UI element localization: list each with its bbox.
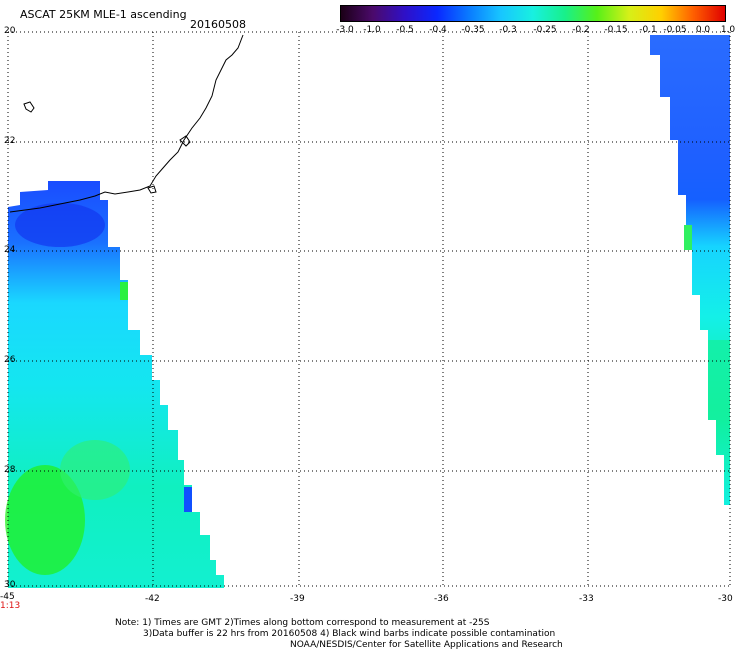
colorbar-label: -0.15 <box>604 25 628 35</box>
lon-label: -45 <box>0 592 15 602</box>
lon-label: -36 <box>434 594 449 604</box>
colorbar-label: -0.1 <box>639 25 657 35</box>
colorbar-label: 0.0 <box>695 25 711 35</box>
colorbar <box>340 5 726 22</box>
lat-label: 24 <box>4 245 16 255</box>
colorbar-labels: -3.0 -1.0 -0.5 -0.4 -0.35 -0.3 -0.25 -0.… <box>330 25 735 37</box>
colorbar-label: -0.2 <box>572 25 590 35</box>
lat-label: 26 <box>4 355 16 365</box>
map-date: 20160508 <box>190 18 246 31</box>
island <box>147 185 157 194</box>
green-cell <box>684 225 692 250</box>
colorbar-label: -3.0 <box>336 25 354 35</box>
green-patch <box>708 340 730 420</box>
colorbar-label: -1.0 <box>363 25 381 35</box>
lat-label: 20 <box>4 26 16 36</box>
green-patch <box>5 465 85 575</box>
green-cell <box>120 282 128 300</box>
island <box>23 101 35 113</box>
lon-label: -42 <box>145 594 160 604</box>
lat-label: 22 <box>4 136 16 146</box>
blue-cell <box>184 487 192 512</box>
note-line: NOAA/NESDIS/Center for Satellite Applica… <box>290 640 563 650</box>
colorbar-label: -0.4 <box>429 25 447 35</box>
lon-label: -33 <box>579 594 594 604</box>
colorbar-label: -0.3 <box>499 25 517 35</box>
lon-label: -30 <box>718 594 733 604</box>
lat-label: 30 <box>4 580 16 590</box>
data-swath-east <box>650 35 730 505</box>
colorbar-label: -0.25 <box>533 25 557 35</box>
lon-label: -39 <box>290 594 305 604</box>
colorbar-label: 1.0 <box>720 25 736 35</box>
gridlines <box>7 31 731 587</box>
colorbar-label: -0.5 <box>396 25 414 35</box>
time-label: 1:13 <box>0 601 21 611</box>
green-patch <box>60 440 130 500</box>
note-line: 3)Data buffer is 22 hrs from 20160508 4)… <box>143 629 556 639</box>
colorbar-label: -0.35 <box>461 25 485 35</box>
coastline <box>9 34 244 213</box>
map-title: ASCAT 25KM MLE-1 ascending <box>20 8 187 21</box>
colorbar-label: -0.05 <box>663 25 687 35</box>
lat-label: 28 <box>4 465 16 475</box>
blue-patch <box>15 203 105 247</box>
island <box>179 135 191 147</box>
note-line: Note: 1) Times are GMT 2)Times along bot… <box>115 618 490 628</box>
